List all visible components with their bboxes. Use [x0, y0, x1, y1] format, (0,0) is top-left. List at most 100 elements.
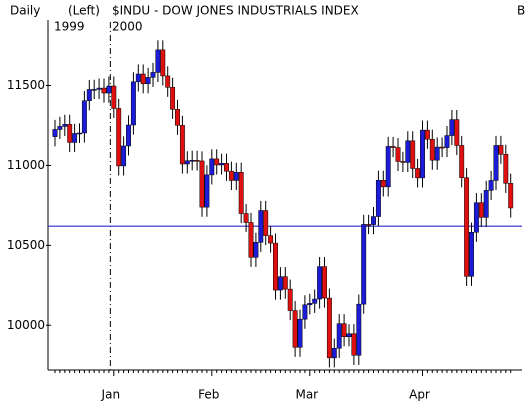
candle-body — [336, 323, 342, 349]
candle-body — [219, 163, 225, 166]
candle-body — [268, 235, 274, 244]
candle-body — [179, 125, 185, 165]
candle-body — [493, 145, 499, 181]
candle-body — [444, 135, 450, 148]
candle-body — [145, 77, 151, 85]
candle-body — [302, 304, 308, 320]
candle-body — [184, 160, 190, 165]
candle-body — [72, 133, 78, 143]
candle-body — [81, 100, 87, 134]
candle-body — [273, 242, 278, 291]
candle-body — [317, 266, 323, 300]
candle-body — [189, 160, 195, 162]
candle-body — [351, 333, 357, 356]
year-label: 1999 — [54, 20, 85, 34]
candle-body — [135, 73, 141, 83]
candle-body — [67, 124, 73, 143]
candle-body — [155, 49, 161, 73]
candle-body — [341, 323, 347, 338]
candle-body — [449, 119, 455, 136]
candle-body — [297, 318, 303, 348]
candle-body — [410, 140, 416, 169]
candle-body — [478, 202, 484, 218]
candle-body — [375, 180, 381, 217]
candle-body — [77, 132, 82, 135]
candle-body — [385, 146, 391, 188]
candle-body — [253, 242, 259, 258]
candle-body — [258, 210, 264, 243]
candle-body — [160, 49, 166, 77]
candle-body — [331, 348, 337, 359]
candle-body — [503, 153, 509, 184]
candle-body — [464, 177, 470, 277]
candle-body — [434, 146, 440, 161]
candle-body — [130, 81, 136, 126]
x-tick-label: Apr — [409, 388, 430, 402]
candle-body — [469, 231, 474, 277]
candle-body — [454, 119, 460, 146]
y-tick-label: 10500 — [7, 238, 45, 252]
candle-body — [429, 138, 435, 161]
candle-body — [483, 190, 489, 218]
candle-body — [326, 297, 332, 359]
candle-body — [170, 87, 176, 110]
x-tick-label: Feb — [198, 388, 219, 402]
candle-body — [214, 158, 220, 166]
chart-title: $INDU - DOW JONES INDUSTRIALS INDEX — [112, 4, 359, 18]
candle-body — [282, 276, 288, 290]
candle-body — [322, 266, 327, 299]
candle-body — [312, 298, 318, 304]
candle-body — [204, 174, 210, 208]
candle-body — [111, 85, 117, 109]
candle-body — [165, 75, 171, 88]
candle-body — [224, 163, 229, 172]
axis-side-label: (Left) — [68, 4, 100, 18]
candle-body — [263, 210, 269, 236]
candle-body — [439, 146, 445, 149]
candle-body — [106, 85, 112, 94]
candle-body — [473, 202, 479, 233]
period-label: Daily — [10, 4, 40, 18]
candle-body — [238, 172, 244, 214]
candle-body — [307, 303, 313, 306]
candle-body — [420, 129, 425, 179]
candle-body — [57, 126, 63, 130]
y-tick-label: 11000 — [7, 158, 45, 172]
candle-body — [424, 129, 430, 140]
year-label: 2000 — [112, 20, 143, 34]
candle-body — [366, 224, 372, 226]
candle-body — [390, 146, 396, 148]
candle-body — [243, 213, 249, 223]
candle-body — [498, 145, 504, 155]
candle-body — [228, 170, 234, 181]
x-tick-label: Jan — [101, 388, 121, 402]
candle-body — [292, 310, 298, 348]
corner-label: B — [517, 4, 525, 18]
candle-body — [175, 109, 180, 126]
candle-body — [287, 288, 293, 311]
candle-body — [277, 276, 283, 291]
candle-body — [194, 160, 200, 162]
candle-body — [459, 145, 465, 178]
candle-body — [150, 72, 156, 78]
candle-body — [400, 161, 406, 163]
candle-body — [395, 147, 401, 162]
candle-body — [62, 124, 68, 127]
candle-body — [361, 224, 367, 305]
candle-body — [91, 89, 97, 91]
candle-body — [96, 87, 102, 90]
candle-body — [346, 333, 352, 338]
candle-body — [405, 140, 411, 163]
candle-body — [371, 216, 376, 225]
y-tick-label: 10000 — [7, 318, 45, 332]
candle-body — [415, 168, 421, 179]
candle-body — [209, 158, 215, 176]
candle-body — [86, 89, 92, 101]
candle-body — [248, 222, 254, 258]
candle-body — [126, 124, 131, 147]
candle-body — [52, 129, 58, 137]
candle-body — [380, 180, 386, 188]
candle-body — [116, 108, 122, 167]
candle-body — [356, 303, 362, 356]
